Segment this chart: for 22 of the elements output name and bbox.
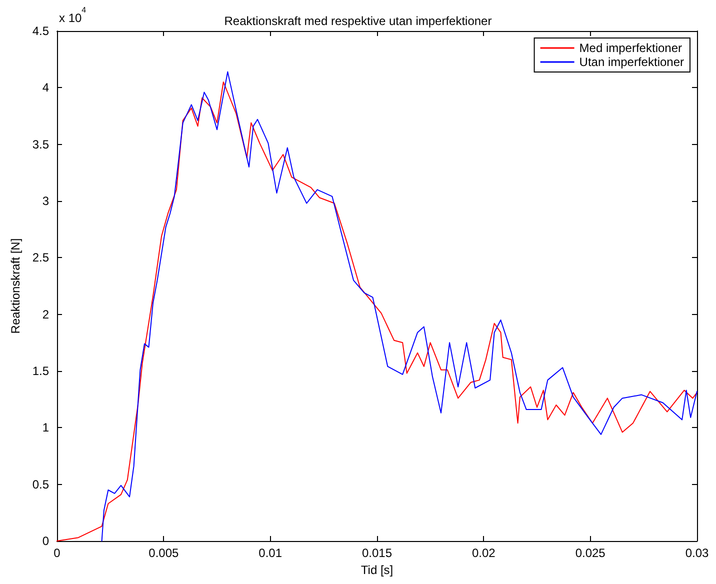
y-tick-label: 2 — [42, 307, 50, 322]
x-tick-label: 0.01 — [258, 546, 282, 560]
y-tick-label: 0 — [42, 534, 50, 548]
x-axis-title: Tid [s] — [360, 562, 394, 577]
legend-label: Med imperfektioner — [579, 41, 682, 55]
y-tick-label: 2.5 — [32, 250, 50, 265]
y-tick-label: 4 — [42, 80, 50, 95]
x-tick-label: 0.03 — [685, 546, 709, 560]
legend-label: Utan imperfektioner — [579, 55, 684, 69]
y-tick-label: 4.5 — [32, 24, 50, 38]
chart-title: Reaktionskraft med respektive utan imperfektioner — [224, 14, 492, 28]
y-tick-label: 3.5 — [32, 137, 50, 152]
y-tick-label: 1 — [42, 420, 50, 435]
y-tick-label: 1.5 — [32, 364, 50, 378]
x-tick-label: 0.02 — [472, 546, 496, 560]
y-tick-label: 0.5 — [32, 477, 50, 492]
x-tick-label: 0.015 — [362, 546, 392, 560]
y-tick-label: 3 — [42, 194, 50, 208]
x-tick-label: 0 — [54, 546, 61, 560]
x-tick-label: 0.005 — [148, 546, 180, 560]
x-tick-label: 0.025 — [575, 546, 606, 560]
y-axis-title: Reaktionskraft [N] — [8, 238, 22, 334]
